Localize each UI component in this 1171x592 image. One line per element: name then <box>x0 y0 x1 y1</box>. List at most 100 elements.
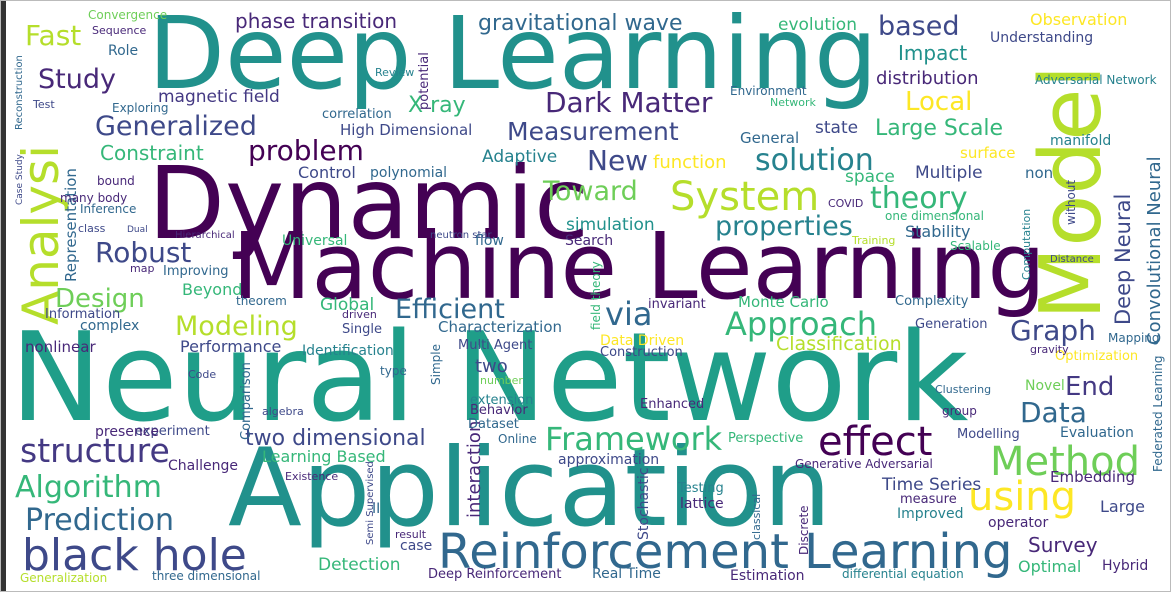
word: Study <box>38 64 116 95</box>
word: surface <box>960 144 1015 162</box>
word: Observation <box>1030 10 1127 29</box>
word: Prediction <box>25 503 174 538</box>
word: Classification <box>776 333 902 355</box>
word: problem <box>248 134 364 167</box>
word: simulation <box>566 215 655 235</box>
word: Reconstruction <box>14 55 25 130</box>
word: polynomial <box>370 165 447 181</box>
word: End <box>1065 372 1114 402</box>
word: Model <box>1022 65 1121 320</box>
word: solution <box>755 143 874 178</box>
word: function <box>653 152 727 173</box>
word: Toward <box>542 176 638 207</box>
word: Dark Matter <box>545 86 713 119</box>
word: Federated Learning <box>1151 355 1165 472</box>
word: Deep Reinforcement <box>428 567 561 582</box>
word: lattice <box>680 496 724 512</box>
word: field theory <box>589 261 603 330</box>
word: Framework <box>545 420 723 458</box>
word: Reinforcement Learning <box>438 524 1013 580</box>
word: theorem <box>236 294 287 308</box>
word: black hole <box>22 530 247 581</box>
word: Neural Network <box>10 307 968 450</box>
word: Local <box>905 87 972 117</box>
word: Training <box>851 234 895 247</box>
word: Distance <box>1050 254 1094 265</box>
word: Generation <box>915 317 988 332</box>
word: phase transition <box>235 9 397 33</box>
word: gravity <box>1030 343 1069 356</box>
word: Algorithm <box>15 470 162 505</box>
word: three dimensional <box>152 569 260 583</box>
word: evolution <box>778 15 857 35</box>
word: Convolutional Neural <box>1144 156 1165 345</box>
word: Comparison <box>239 362 254 440</box>
word: Novel <box>1025 378 1065 394</box>
word: Sequence <box>92 24 146 37</box>
word: approximation <box>558 452 659 468</box>
word: number <box>480 374 523 387</box>
word: Deep Neural <box>1111 194 1135 325</box>
word: based <box>878 11 960 42</box>
word: Computation <box>1020 209 1033 280</box>
word: extension <box>470 393 533 408</box>
word: Representation <box>62 168 80 282</box>
word: properties <box>715 211 853 242</box>
word: Constraint <box>100 141 204 165</box>
word: distribution <box>876 68 979 89</box>
word: one dimensional <box>885 209 984 223</box>
word: Semi Supervised <box>365 461 376 545</box>
word: II <box>372 501 380 517</box>
word: neutron star <box>430 230 493 241</box>
word: non <box>1025 164 1053 182</box>
word: Generative Adversarial <box>795 457 933 471</box>
word: via <box>605 295 652 333</box>
word: Large Scale <box>875 116 1003 141</box>
word: Network <box>770 96 817 109</box>
word: Measurement <box>507 117 679 146</box>
word: Analysi <box>12 145 70 325</box>
word: Evaluation <box>1060 425 1134 441</box>
left-edge <box>1 1 6 591</box>
word: Complexity <box>895 294 969 309</box>
word: Performance <box>180 337 281 356</box>
word: theory <box>870 181 968 216</box>
word: Enhanced <box>640 397 704 412</box>
word: Impact <box>898 41 967 65</box>
word: nonlinear <box>25 338 96 356</box>
word: two <box>475 356 508 377</box>
word: Machine Learning <box>232 213 1046 320</box>
word: Control <box>298 163 356 182</box>
word: operator <box>988 515 1048 531</box>
word: Detection <box>318 555 401 575</box>
word: Estimation <box>730 568 805 584</box>
word: Existence <box>285 470 338 483</box>
word: Improved <box>897 506 963 522</box>
word: Inference <box>80 202 136 216</box>
word: Adaptive <box>482 147 557 167</box>
word: Construction <box>600 345 683 360</box>
word: New <box>587 144 648 177</box>
word: class <box>78 222 106 235</box>
word: System <box>670 174 819 220</box>
word: Generalized <box>95 111 257 142</box>
word: map <box>130 262 154 275</box>
word: potential <box>417 52 432 110</box>
word: Data Driven <box>600 333 684 349</box>
word: result <box>395 528 427 541</box>
word: Fast <box>25 19 81 52</box>
word: Exploring <box>112 101 168 115</box>
word: X ray <box>408 93 466 118</box>
word: Adversarial Network <box>1035 73 1157 87</box>
word: Optimal <box>1018 557 1081 576</box>
word: Testing <box>677 481 724 496</box>
word: using <box>968 474 1076 520</box>
word: Hierarchical <box>175 230 235 241</box>
word: Multiple <box>915 163 983 183</box>
word: space <box>845 167 895 187</box>
word: Review <box>375 66 414 79</box>
word: Scalable <box>950 239 1001 253</box>
word: Method <box>990 439 1140 485</box>
